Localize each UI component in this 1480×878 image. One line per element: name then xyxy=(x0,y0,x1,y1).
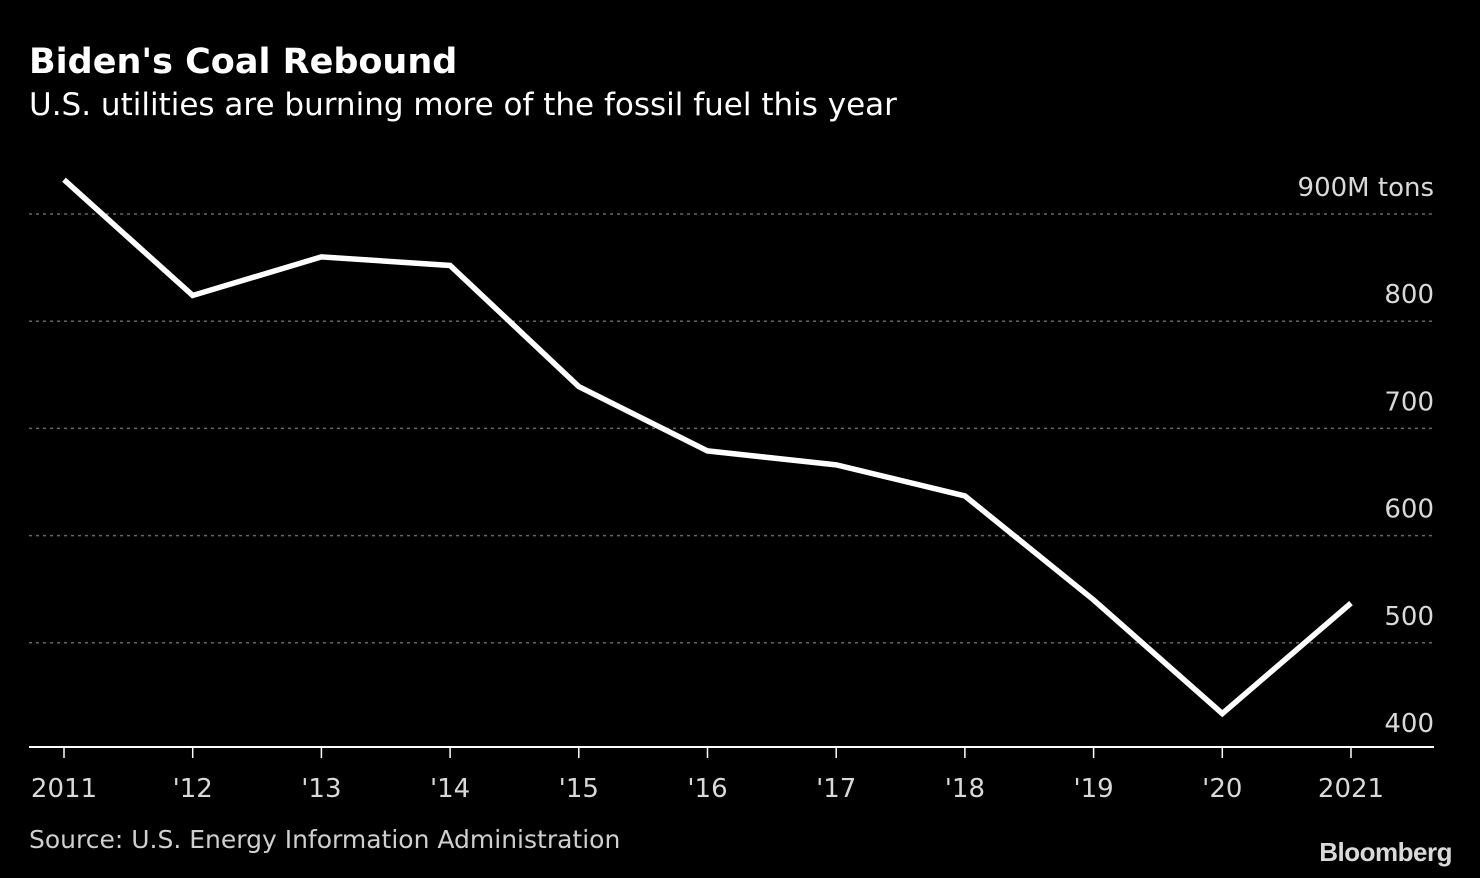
chart-title: Biden's Coal Rebound xyxy=(29,42,458,82)
x-tick-label-2011: 2011 xyxy=(31,774,97,804)
data-point-2014 xyxy=(450,265,451,266)
y-tick-label-400: 400 xyxy=(1384,709,1434,739)
data-point-2019 xyxy=(1093,599,1094,600)
x-tick-label-2018: '18 xyxy=(945,774,985,804)
data-point-2017 xyxy=(836,464,837,465)
y-tick-label-900: 900M tons xyxy=(1298,173,1434,203)
data-point-2011 xyxy=(64,179,65,180)
x-tick-label-2021: 2021 xyxy=(1318,774,1384,804)
x-tick-label-2012: '12 xyxy=(173,774,213,804)
y-tick-label-600: 600 xyxy=(1384,495,1434,525)
series-lines xyxy=(62,177,1353,718)
y-tick-label-500: 500 xyxy=(1384,602,1434,632)
x-tick-label-2013: '13 xyxy=(301,774,341,804)
y-tick-label-700: 700 xyxy=(1384,387,1434,417)
x-tick-label-2014: '14 xyxy=(430,774,470,804)
x-tick-label-2020: '20 xyxy=(1202,774,1242,804)
x-tick-label-2017: '17 xyxy=(816,774,856,804)
source-note: Source: U.S. Energy Information Administ… xyxy=(29,825,621,854)
bloomberg-logo: Bloomberg xyxy=(1319,837,1452,867)
series-line-0 xyxy=(62,177,1353,718)
x-tick-label-2015: '15 xyxy=(559,774,599,804)
data-point-2021 xyxy=(1351,603,1352,604)
data-point-2012 xyxy=(192,295,193,296)
x-tick-label-2019: '19 xyxy=(1073,774,1113,804)
gridlines xyxy=(29,213,1434,644)
data-point-2016 xyxy=(707,450,708,451)
y-tick-label-800: 800 xyxy=(1384,280,1434,310)
data-point-2015 xyxy=(578,386,579,387)
chart-subtitle: U.S. utilities are burning more of the f… xyxy=(29,87,897,123)
x-tick-label-2016: '16 xyxy=(687,774,727,804)
y-axis-tick-labels: 400 500 600 700 800 900M tons xyxy=(1298,173,1434,739)
data-point-2020 xyxy=(1222,713,1223,714)
data-point-2018 xyxy=(964,495,965,496)
x-axis: 2011 '12 '13 '14 '15 '16 '17 '18 '19 '20 2021 xyxy=(29,746,1434,804)
data-point-2013 xyxy=(321,256,322,257)
